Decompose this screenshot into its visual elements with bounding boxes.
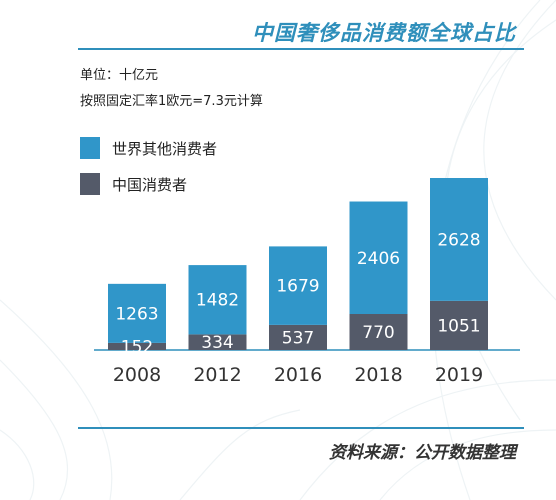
bar-china-2018	[349, 314, 408, 350]
data-label-world-2008: 1263	[115, 304, 158, 324]
legend-label-china: 中国消费者	[112, 175, 188, 194]
legend-label-world: 世界其他消费者	[112, 139, 218, 158]
source-note: 资料来源：公开数据整理	[329, 443, 516, 463]
bar-world-2018	[349, 201, 408, 315]
unit-note: 单位：十亿元	[80, 68, 159, 83]
bar-world-2012	[188, 265, 247, 335]
bar-china-2008	[108, 342, 166, 350]
bar-world-2019	[430, 178, 488, 301]
data-label-china-2019: 1051	[437, 316, 480, 336]
title-divider	[78, 48, 524, 50]
legend-item-world: 世界其他消费者	[80, 136, 217, 160]
data-label-china-2008: 152	[121, 337, 153, 357]
bar-world-2008	[108, 283, 166, 343]
footer-divider	[78, 427, 524, 429]
bar-china-2016	[269, 324, 327, 350]
x-tick-label-2012: 2012	[193, 364, 241, 386]
x-tick-label-2016: 2016	[274, 364, 322, 386]
bar-world-2016	[269, 246, 327, 325]
page-title: 中国奢侈品消费额全球占比	[252, 21, 516, 45]
legend-item-china: 中国消费者	[80, 172, 187, 196]
bar-china-2012	[188, 334, 247, 350]
x-tick-label-2018: 2018	[354, 364, 402, 386]
exchange-rate-note: 按照固定汇率1欧元=7.3元计算	[80, 94, 263, 109]
legend-swatch-china	[80, 173, 100, 195]
data-label-world-2018: 2406	[357, 249, 400, 269]
x-tick-label-2019: 2019	[435, 364, 483, 386]
x-tick-label-2008: 2008	[113, 364, 161, 386]
data-label-china-2018: 770	[362, 323, 394, 343]
data-label-world-2012: 1482	[196, 291, 239, 311]
data-label-world-2016: 1679	[276, 277, 319, 297]
bar-china-2019	[430, 300, 488, 350]
data-label-china-2012: 334	[201, 333, 233, 353]
data-label-china-2016: 537	[282, 328, 314, 348]
data-label-world-2019: 2628	[437, 230, 480, 250]
legend-swatch-world	[80, 137, 100, 159]
